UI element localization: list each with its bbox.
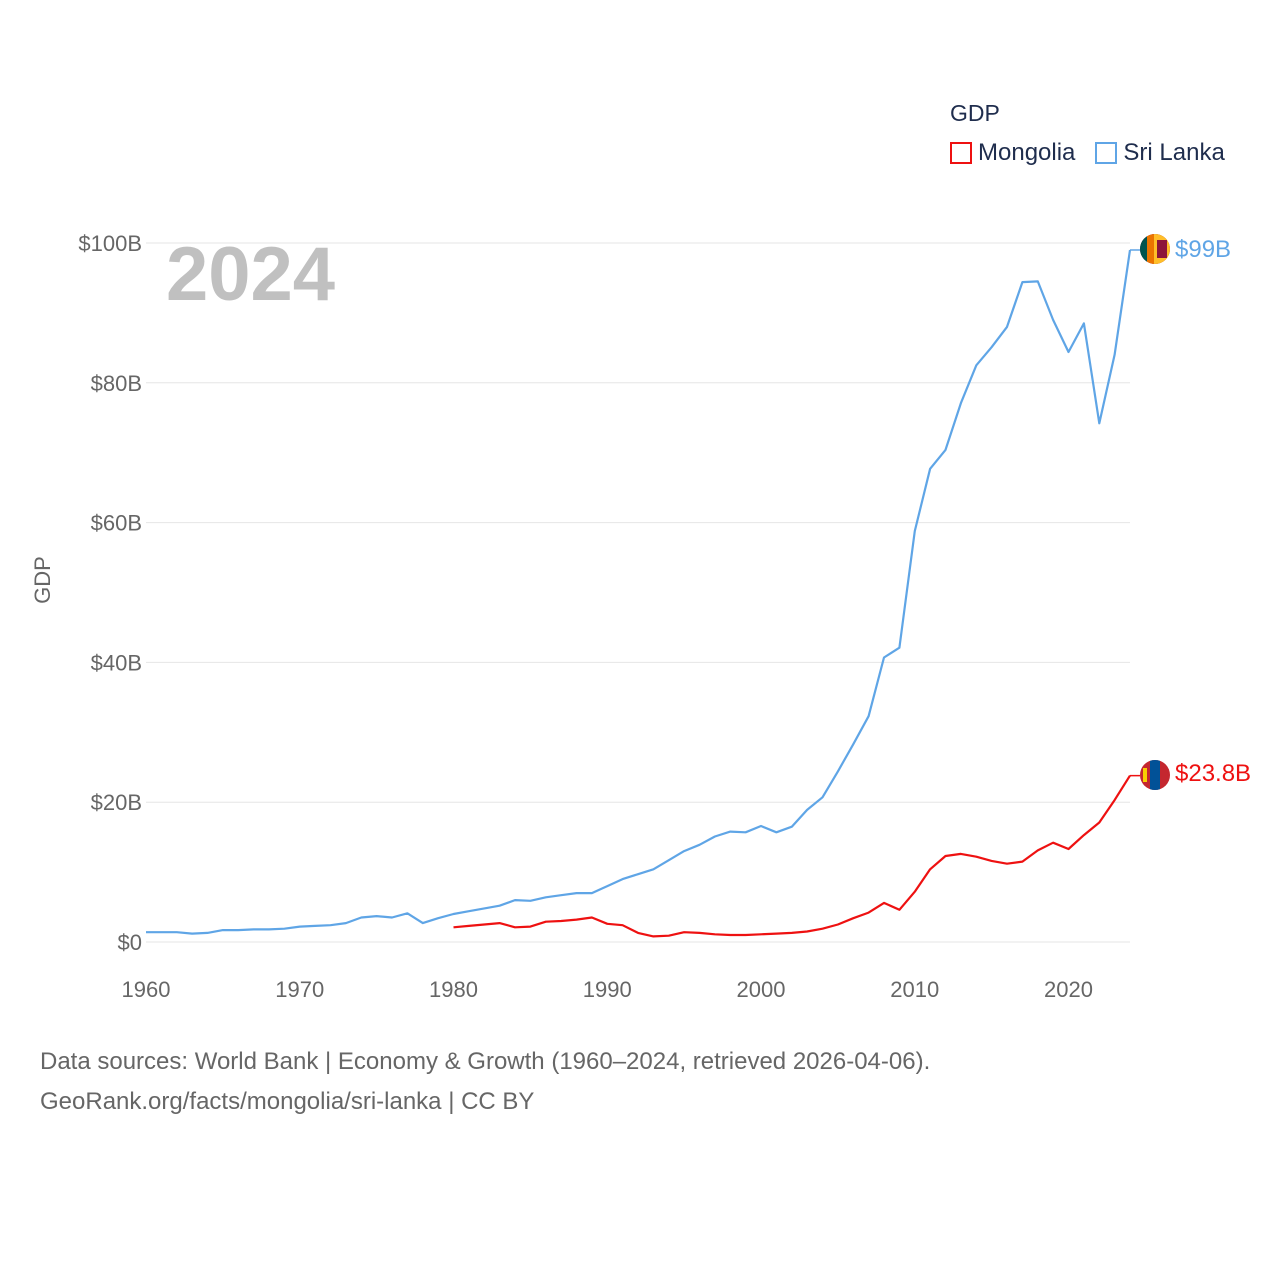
grid-lines [146, 242, 1130, 943]
mongolia-flag-icon [1140, 760, 1170, 790]
source-line-1: Data sources: World Bank | Economy & Gro… [40, 1048, 931, 1075]
x-tick-label: 2020 [1044, 977, 1093, 1002]
legend: GDP Mongolia Sri Lanka [950, 100, 1225, 167]
y-tick-label: $80B [91, 371, 142, 396]
source-note: Data sources: World Bank | Economy & Gro… [40, 1042, 930, 1122]
legend-label-mongolia: Mongolia [978, 139, 1076, 166]
x-tick-label: 1970 [275, 977, 324, 1002]
end-label-mongolia: $23.8B [1175, 760, 1251, 787]
series-line-mongolia[interactable] [453, 775, 1131, 938]
source-line-2[interactable]: GeoRank.org/facts/mongolia/sri-lanka | C… [40, 1088, 535, 1115]
y-tick-label: $60B [91, 511, 142, 536]
x-axis: 1960 1970 1980 1990 2000 2010 2020 [122, 977, 1093, 1002]
legend-item-sri-lanka[interactable]: Sri Lanka [1095, 139, 1225, 167]
series-line-sri-lanka[interactable] [146, 249, 1132, 935]
x-tick-label: 1990 [583, 977, 632, 1002]
legend-title: GDP [950, 100, 1000, 126]
legend-label-sri-lanka: Sri Lanka [1123, 139, 1225, 166]
y-axis: $0 $20B $40B $60B $80B $100B [78, 231, 142, 955]
sri-lanka-flag-icon [1140, 234, 1170, 264]
legend-item-mongolia[interactable]: Mongolia [950, 139, 1075, 167]
series-lines [146, 249, 1140, 938]
x-tick-label: 1980 [429, 977, 478, 1002]
x-tick-label: 1960 [122, 977, 171, 1002]
legend-swatch-sri-lanka [1095, 142, 1118, 164]
year-label: 2024 [166, 232, 335, 317]
end-markers [1140, 234, 1170, 790]
x-tick-label: 2010 [890, 977, 939, 1002]
y-tick-label: $100B [78, 231, 142, 256]
y-axis-title: GDP [30, 556, 55, 604]
end-label-sri-lanka: $99B [1175, 236, 1231, 263]
x-tick-label: 2000 [737, 977, 786, 1002]
y-tick-label: $40B [91, 650, 142, 675]
y-tick-label: $0 [118, 930, 142, 955]
y-tick-label: $20B [91, 790, 142, 815]
legend-swatch-mongolia [950, 142, 972, 164]
